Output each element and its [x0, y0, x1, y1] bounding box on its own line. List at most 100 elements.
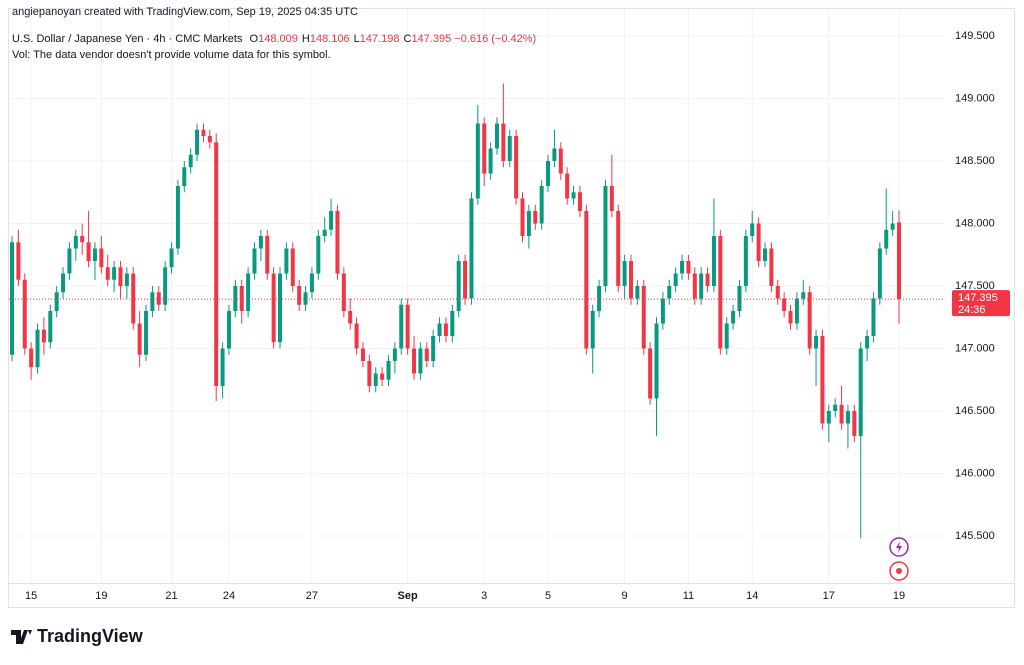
candle-body: [571, 192, 576, 199]
candle-body: [195, 129, 200, 155]
candle-body: [533, 211, 538, 224]
candle-body: [456, 261, 461, 311]
candle-body: [335, 211, 340, 274]
candle-body: [405, 304, 410, 349]
y-tick-label: 146.000: [955, 467, 995, 479]
candle-body: [801, 292, 806, 299]
candle-body: [826, 411, 831, 424]
candle-body: [501, 123, 506, 161]
candle-body: [443, 323, 448, 336]
candle-body: [897, 222, 901, 300]
candle-body: [635, 286, 640, 299]
candle-body: [488, 148, 493, 174]
ohlc-legend: O148.009 H148.106 L147.198 C147.395: [246, 33, 452, 45]
brand: TradingView: [37, 626, 144, 646]
candle-body: [99, 248, 104, 268]
x-tick-label: 15: [25, 590, 37, 602]
candle-body: [112, 267, 117, 280]
candle-body: [392, 348, 397, 361]
candle-body: [271, 273, 276, 343]
change: −0.616 (−0.42%): [454, 33, 537, 45]
candle-body: [360, 348, 365, 361]
candle-body: [48, 311, 53, 343]
y-tick-label: 146.500: [955, 405, 995, 417]
candle-body: [16, 242, 21, 280]
price-label-box: [952, 290, 1010, 317]
candle-body: [794, 298, 799, 324]
candle-body: [597, 286, 602, 311]
candle-body: [316, 236, 321, 274]
candle-body: [22, 279, 27, 349]
x-tick-label: Sep: [398, 590, 418, 602]
candle-body: [463, 261, 468, 299]
candle-body: [884, 229, 889, 249]
candle-body: [354, 323, 359, 349]
candle-body: [297, 286, 302, 305]
candle-body: [858, 348, 863, 436]
candle-body: [482, 123, 487, 174]
candle-body: [54, 292, 59, 311]
grid: [9, 9, 945, 583]
y-tick-label: 149.500: [955, 30, 995, 42]
candle-body: [252, 248, 257, 274]
candle-body: [494, 123, 499, 149]
candle-body: [603, 186, 608, 286]
candle-body: [807, 292, 812, 349]
candle-body: [788, 311, 793, 324]
candle-body: [526, 211, 531, 236]
candle-body: [686, 261, 691, 274]
candle-body: [322, 229, 327, 236]
candle-body: [367, 361, 372, 386]
candle-body: [552, 148, 557, 161]
ohlc-key: L: [353, 33, 360, 45]
candle-body: [731, 311, 736, 324]
candle-body: [182, 167, 187, 186]
candle-body: [29, 348, 34, 368]
candle-body: [399, 304, 404, 349]
candle-body: [86, 242, 91, 261]
candle-body: [284, 248, 289, 274]
candle-body: [373, 373, 378, 386]
ohlc-key: C: [403, 33, 412, 45]
candle-body: [711, 236, 716, 286]
candle-body: [246, 273, 251, 311]
axes: 145.500 146.000 146.500 147.000 147.500 148.0…: [9, 30, 1010, 602]
candle-body: [309, 273, 314, 293]
candle-body: [386, 361, 391, 380]
candle-body: [156, 292, 161, 305]
candle-body: [667, 286, 672, 299]
candle-body: [654, 323, 659, 399]
candle-body: [584, 211, 589, 349]
candle-body: [226, 311, 231, 349]
x-tick-label: 21: [165, 590, 177, 602]
candle-body: [590, 311, 595, 349]
logo-mark: [11, 630, 32, 644]
lightning: [896, 541, 902, 553]
candle-body: [820, 336, 825, 424]
candle-body: [718, 236, 723, 349]
legend-line: U.S. Dollar / Japanese Yen · 4h · CMC Ma…: [12, 33, 536, 45]
y-tick-label: 147.000: [955, 342, 995, 354]
candle-body: [412, 348, 417, 374]
y-tick-label: 149.000: [955, 92, 995, 104]
candle-body: [175, 186, 180, 249]
candle-body: [469, 198, 474, 299]
y-tick-label: 145.500: [955, 530, 995, 542]
ohlc-value: 147.395: [411, 33, 452, 45]
candle-body: [124, 273, 129, 286]
candle-body: [641, 286, 646, 349]
candle-body: [852, 411, 857, 436]
candle-body: [214, 142, 219, 386]
candle-body: [131, 273, 136, 324]
candle-body: [775, 286, 780, 299]
candle-body: [220, 348, 225, 386]
candle-body: [450, 311, 455, 336]
x-tick-label: 11: [683, 590, 694, 602]
candle-body: [546, 161, 551, 186]
price-label: 147.395: [958, 292, 998, 304]
candle-body: [692, 273, 697, 299]
candle-body: [329, 211, 334, 230]
candle-body: [418, 348, 423, 374]
